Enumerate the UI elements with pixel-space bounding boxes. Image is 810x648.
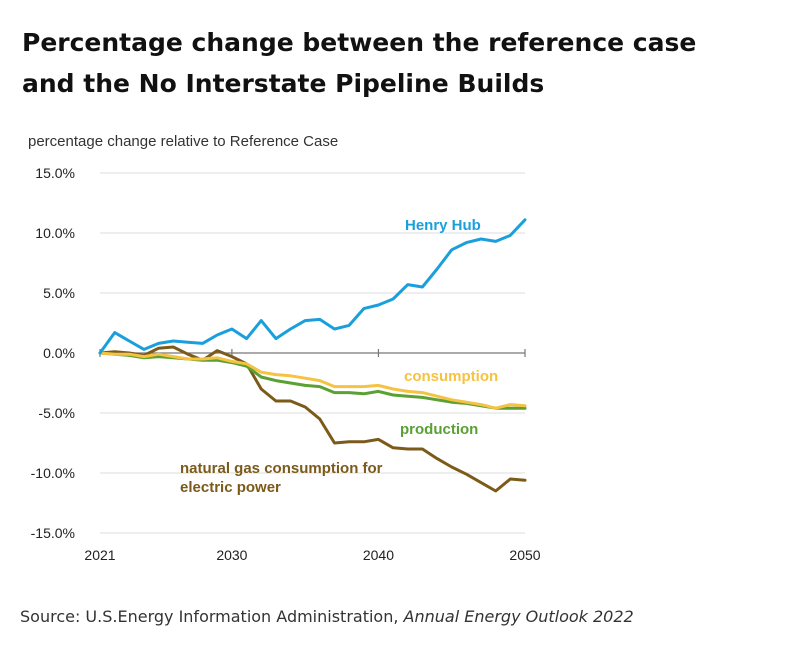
y-tick-label: 10.0% xyxy=(35,225,75,241)
series-line-1 xyxy=(98,351,527,410)
source-publication: Annual Energy Outlook 2022 xyxy=(403,607,634,626)
x-tick-label: 2030 xyxy=(216,547,247,563)
chart-title-line1: Percentage change between the reference … xyxy=(22,28,697,57)
series-label: electric power xyxy=(180,479,281,496)
line-chart: 15.0% 10.0% 5.0% 0.0% -5.0% -10.0% -15.0% 2021 2… xyxy=(31,165,541,563)
series-line-3 xyxy=(98,345,527,493)
series-label: production xyxy=(400,421,478,438)
x-tick-label: 2040 xyxy=(363,547,394,563)
x-tick-label: 2050 xyxy=(509,547,540,563)
series-lines xyxy=(98,218,527,493)
source-text: Source: U.S.Energy Information Administr… xyxy=(20,607,404,626)
y-tick-label: -15.0% xyxy=(31,525,75,541)
chart-title: Percentage change between the reference … xyxy=(22,22,782,104)
series-label: Henry Hub xyxy=(405,217,481,234)
grid xyxy=(100,172,525,534)
series-labels: Henry Hub consumption production natural ga… xyxy=(180,217,498,496)
y-axis-label: percentage change relative to Reference … xyxy=(28,133,339,150)
y-tick-label: 5.0% xyxy=(43,285,75,301)
y-tick-label: -5.0% xyxy=(38,405,75,421)
x-tick-label: 2021 xyxy=(84,547,115,563)
y-tick-label: 0.0% xyxy=(43,345,75,361)
series-label: consumption xyxy=(404,368,498,385)
y-tick-label: -10.0% xyxy=(31,465,75,481)
axes: 15.0% 10.0% 5.0% 0.0% -5.0% -10.0% -15.0% 2021 2… xyxy=(31,165,541,563)
y-tick-label: 15.0% xyxy=(35,165,75,181)
source-note: Source: U.S.Energy Information Administr… xyxy=(20,607,634,626)
chart-title-line2: and the No Interstate Pipeline Builds xyxy=(22,69,545,98)
series-label: natural gas consumption for xyxy=(180,460,383,477)
series-line-0 xyxy=(98,218,527,355)
